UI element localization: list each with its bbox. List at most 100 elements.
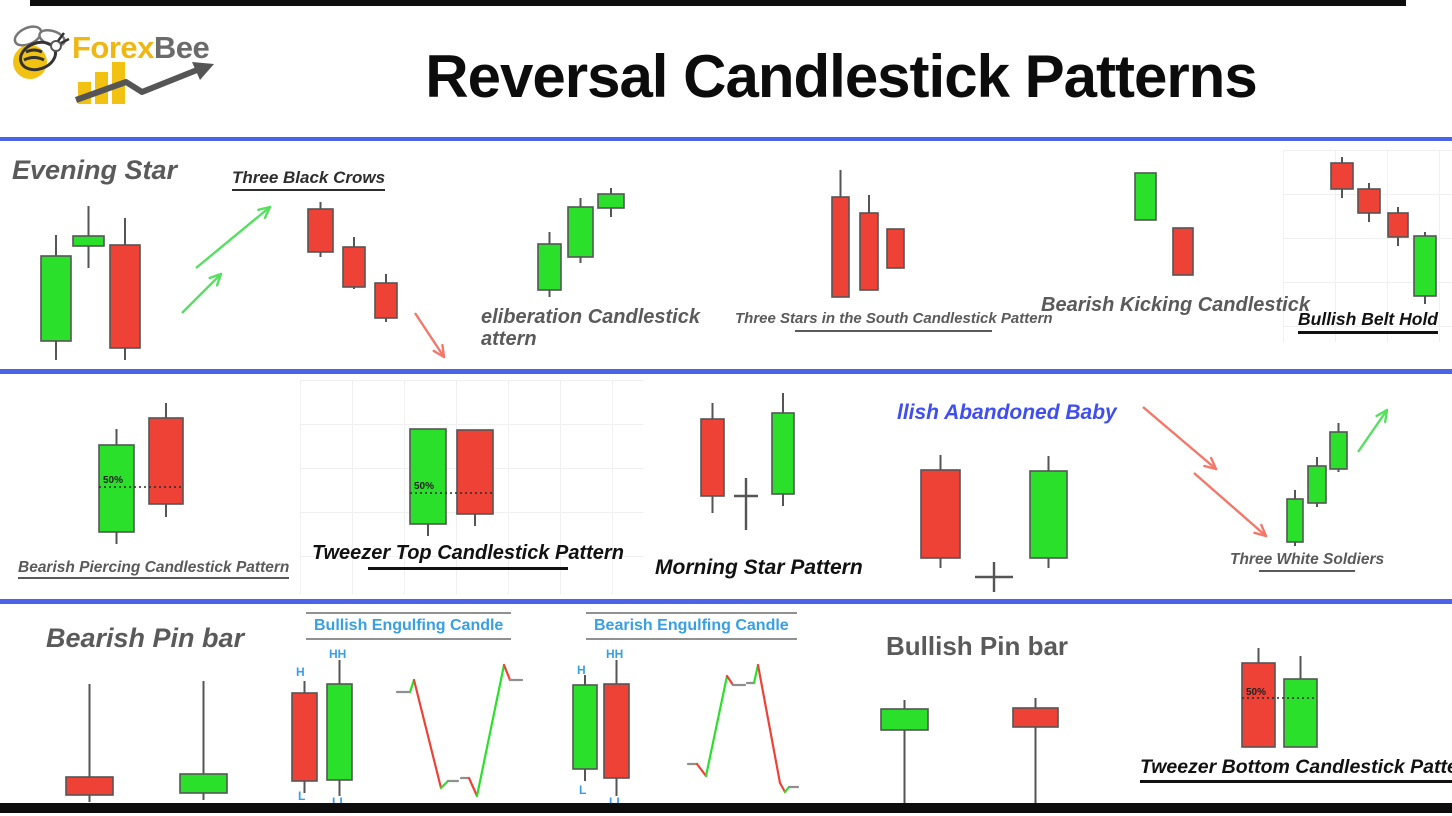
bearish-candle-body — [1012, 707, 1059, 728]
bearish-candle-body — [374, 282, 398, 319]
price-line-segment — [778, 781, 787, 794]
annotation-label: H — [296, 665, 305, 679]
arrowhead — [215, 272, 223, 287]
bearish-candle-body — [1357, 188, 1381, 214]
pattern-label-bullish-engulfing: Bullish Engulfing Candle — [306, 612, 512, 640]
trend-arrow — [195, 206, 271, 269]
bullish-candle-body — [179, 773, 228, 794]
pattern-label-bearish-pin-bar: Bearish Pin bar — [46, 623, 245, 653]
arrowhead — [1209, 456, 1218, 471]
bullish-candle-body — [597, 193, 625, 209]
pattern-label-bearish-kicking: Bearish Kicking Candlestick — [1041, 294, 1310, 316]
logo-chart-arrow-icon — [74, 62, 214, 104]
row-divider-1 — [0, 137, 1452, 141]
arrowhead — [1383, 408, 1389, 424]
forexbee-logo: ForexBee — [6, 20, 246, 104]
annotation-label: HH — [329, 647, 346, 661]
pattern-label-bearish-piercing: Bearish Piercing Candlestick Pattern — [18, 559, 290, 580]
bullish-candle-body — [409, 428, 447, 525]
annotation-label: 50% — [414, 481, 434, 492]
bearish-candle-body — [1241, 662, 1276, 748]
bullish-candle-body — [880, 708, 929, 731]
brand-name: ForexBee — [72, 30, 210, 66]
trend-arrow — [1142, 406, 1217, 470]
pattern-label-three-white-soldiers: Three White Soldiers — [1230, 551, 1384, 572]
three-stars-south-figure — [831, 170, 905, 298]
annotation-label: 50% — [1246, 687, 1266, 698]
bullish-belt-hold-figure — [1330, 157, 1437, 304]
price-line-segment — [756, 663, 782, 785]
bullish-candle-body — [537, 243, 562, 291]
trend-arrow — [1357, 409, 1388, 453]
bearish-kicking-figure — [1134, 172, 1194, 276]
three-black-crows-figure — [307, 202, 446, 359]
price-line-segment — [752, 663, 760, 685]
bearish-candle-body — [342, 246, 366, 288]
bearish-candle-body — [1330, 162, 1354, 190]
evening-star-figure — [40, 205, 272, 360]
bullish-candle-body — [567, 206, 594, 258]
annotation-label: L — [579, 783, 586, 797]
bearish-candle-body — [859, 212, 879, 291]
arrowhead — [432, 349, 446, 359]
bullish-candle-body — [98, 444, 135, 533]
price-line-segment — [475, 663, 506, 798]
price-line-segment — [502, 663, 512, 682]
bullish-candle-body — [1283, 678, 1318, 748]
bearish-candle-body — [291, 692, 318, 782]
arrowhead — [263, 205, 272, 220]
bullish-candle-body — [1413, 235, 1437, 297]
arrowhead — [1260, 523, 1268, 538]
pattern-label-three-black-crows: Three Black Crows — [232, 168, 386, 191]
bearish-candle-body — [886, 228, 905, 269]
price-line-segment — [725, 674, 735, 687]
tweezer-bottom-figure: 50% — [1241, 648, 1318, 748]
trend-arrow — [1193, 472, 1267, 537]
bullish-candle-body — [72, 235, 105, 247]
pattern-label-deliberation: eliberation Candlestick attern — [481, 306, 700, 350]
morning-star-figure — [700, 393, 795, 530]
pattern-label-three-stars-in-the-south: Three Stars in the South Candlestick Pat… — [735, 310, 1053, 332]
pattern-label-morning-star: Morning Star Pattern — [655, 556, 863, 579]
three-white-soldiers-figure — [1142, 406, 1389, 546]
bullish-candle-body — [1286, 498, 1304, 543]
tweezer-top-figure: 50% — [409, 428, 494, 536]
arrowhead — [257, 205, 272, 212]
price-line-segment — [704, 674, 729, 778]
pattern-label-bullish-abandoned-baby: llish Abandoned Baby — [897, 401, 1117, 424]
bearish-candle-body — [1387, 212, 1409, 238]
bearish-piercing-figure: 50% — [98, 403, 184, 544]
row-divider-2 — [0, 369, 1452, 374]
deliberation-figure — [537, 188, 625, 297]
brand-first: Forex — [72, 30, 154, 65]
trend-arrow — [413, 312, 446, 358]
bearish-candle-body — [456, 429, 494, 515]
bearish-candle-body — [109, 244, 141, 349]
brand-second: Bee — [153, 30, 210, 65]
annotation-label: H — [577, 663, 586, 677]
bullish-candle-body — [40, 255, 72, 342]
pattern-label-evening-star: Evening Star — [12, 155, 178, 185]
arrowhead — [441, 343, 446, 359]
pattern-label-tweezer-top: Tweezer Top Candlestick Pattern — [312, 542, 624, 570]
bearish-candle-body — [1172, 227, 1194, 276]
bearish-candle-body — [65, 776, 114, 796]
bullish-candle-body — [1307, 465, 1327, 504]
bullish-candle-body — [1329, 431, 1348, 470]
top-border — [30, 0, 1406, 6]
annotation-label: HH — [606, 647, 623, 661]
pattern-label-bullish-belt-hold: Bullish Belt Hold — [1298, 309, 1438, 335]
arrowhead — [208, 272, 223, 280]
annotation-label: 50% — [103, 475, 123, 486]
bearish-candle-body — [603, 683, 630, 779]
price-line-segment — [412, 678, 443, 790]
arrowhead — [1375, 408, 1389, 418]
bullish-candle-body — [572, 684, 598, 770]
bottom-border — [0, 803, 1452, 813]
bearish-candle-body — [831, 196, 850, 298]
trend-arrow — [181, 273, 222, 314]
bullish-candle-body — [1029, 470, 1068, 559]
